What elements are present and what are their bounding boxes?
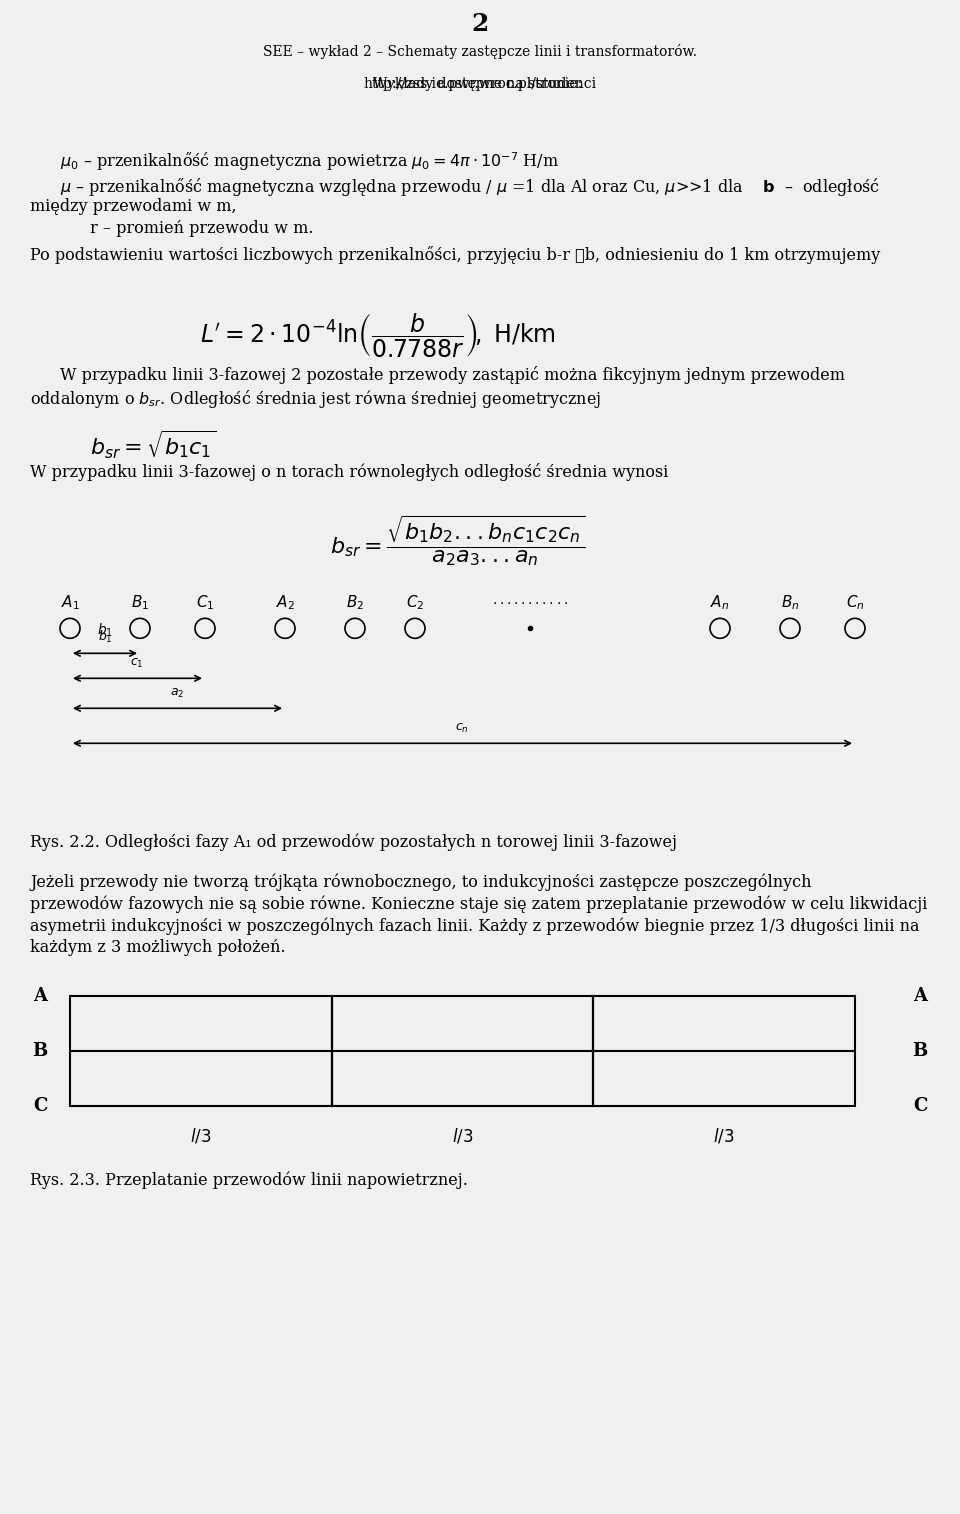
Text: $l/3$: $l/3$ — [713, 1126, 735, 1146]
Text: $C_n$: $C_n$ — [846, 593, 864, 612]
Text: $b_1$: $b_1$ — [97, 622, 113, 639]
Text: r – promień przewodu w m.: r – promień przewodu w m. — [90, 221, 314, 238]
Text: A: A — [33, 987, 47, 1005]
Text: $...........$: $...........$ — [492, 593, 568, 607]
Text: $c_1$: $c_1$ — [131, 657, 144, 671]
Text: $c_n$: $c_n$ — [455, 722, 468, 736]
Text: oddalonym o $b_{sr}$. Odległość średnia jest równa średniej geometrycznej: oddalonym o $b_{sr}$. Odległość średnia … — [30, 389, 601, 410]
Text: $A_1$: $A_1$ — [60, 593, 80, 612]
Text: C: C — [33, 1098, 47, 1116]
Text: $b_{sr} = \sqrt{b_1 c_1}$: $b_{sr} = \sqrt{b_1 c_1}$ — [90, 428, 216, 460]
Text: $\mu_0$ – przenikalnőść magnetyczna powietrza $\mu_0 = 4\pi \cdot 10^{-7}$ H/m: $\mu_0$ – przenikalnőść magnetyczna powi… — [60, 150, 559, 173]
Text: $B_n$: $B_n$ — [780, 593, 800, 612]
Text: Jeżeli przewody nie tworzą trójkąta równobocznego, to indukcyjności zastępcze po: Jeżeli przewody nie tworzą trójkąta równ… — [30, 874, 811, 890]
Text: między przewodami w m,: między przewodami w m, — [30, 198, 236, 215]
Text: $a_2$: $a_2$ — [170, 687, 184, 701]
Text: $l/3$: $l/3$ — [452, 1126, 473, 1146]
Text: Wykłady dostępne na stronie:: Wykłady dostępne na stronie: — [373, 77, 587, 91]
Text: $L' = 2 \cdot 10^{-4} \ln\!\left(\dfrac{b}{0.7788r}\right)\!,\; \mathrm{H/km}$: $L' = 2 \cdot 10^{-4} \ln\!\left(\dfrac{… — [200, 312, 556, 360]
Text: każdym z 3 możliwych położeń.: każdym z 3 możliwych położeń. — [30, 939, 286, 957]
Text: $l/3$: $l/3$ — [190, 1126, 211, 1146]
Text: B: B — [912, 1042, 927, 1060]
Text: SEE – wykład 2 – Schematy zastępcze linii i transformatorów.: SEE – wykład 2 – Schematy zastępcze lini… — [263, 44, 697, 59]
Text: $B_2$: $B_2$ — [346, 593, 364, 612]
Text: 2: 2 — [471, 12, 489, 36]
Text: Rys. 2.2. Odległości fazy A₁ od przewodów pozostałych n torowej linii 3-fazowej: Rys. 2.2. Odległości fazy A₁ od przewodó… — [30, 833, 677, 851]
Text: Rys. 2.3. Przeplatanie przewodów linii napowietrznej.: Rys. 2.3. Przeplatanie przewodów linii n… — [30, 1172, 468, 1188]
Text: $C_2$: $C_2$ — [406, 593, 424, 612]
Text: $b_{sr} = \dfrac{\sqrt{b_1 b_2 ... b_n c_1 c_2 c_n}}{a_2 a_3 ... a_n}$: $b_{sr} = \dfrac{\sqrt{b_1 b_2 ... b_n c… — [330, 513, 586, 568]
Text: $b_1$: $b_1$ — [98, 630, 112, 645]
Text: $A_2$: $A_2$ — [276, 593, 295, 612]
Text: asymetrii indukcyjności w poszczególnych fazach linii. Każdy z przewodów biegnie: asymetrii indukcyjności w poszczególnych… — [30, 917, 920, 934]
Text: przewodów fazowych nie są sobie równe. Konieczne staje się zatem przeplatanie pr: przewodów fazowych nie są sobie równe. K… — [30, 895, 927, 913]
Text: $A_n$: $A_n$ — [710, 593, 730, 612]
Text: W przypadku linii 3-fazowej 2 pozostałe przewody zastąpić można fikcyjnym jednym: W przypadku linii 3-fazowej 2 pozostałe … — [60, 366, 845, 385]
Text: C: C — [913, 1098, 927, 1116]
Text: B: B — [33, 1042, 48, 1060]
Text: $C_1$: $C_1$ — [196, 593, 214, 612]
Text: $\mu$ – przenikalnőść magnetyczna względna przewodu / $\mu$ =1 dla Al oraz Cu, $: $\mu$ – przenikalnőść magnetyczna względ… — [60, 177, 880, 198]
Text: W przypadku linii 3-fazowej o n torach równoległych odległość średnia wynosi: W przypadku linii 3-fazowej o n torach r… — [30, 463, 668, 481]
Text: $B_1$: $B_1$ — [131, 593, 149, 612]
Text: A: A — [913, 987, 927, 1005]
Text: http://zss.ie.pwr.wroc.pl/studenci: http://zss.ie.pwr.wroc.pl/studenci — [364, 77, 596, 91]
Text: Po podstawieniu wartości liczbowych przenikalnőści, przyjęciu b-r ≅b, odniesieni: Po podstawieniu wartości liczbowych prze… — [30, 247, 880, 265]
